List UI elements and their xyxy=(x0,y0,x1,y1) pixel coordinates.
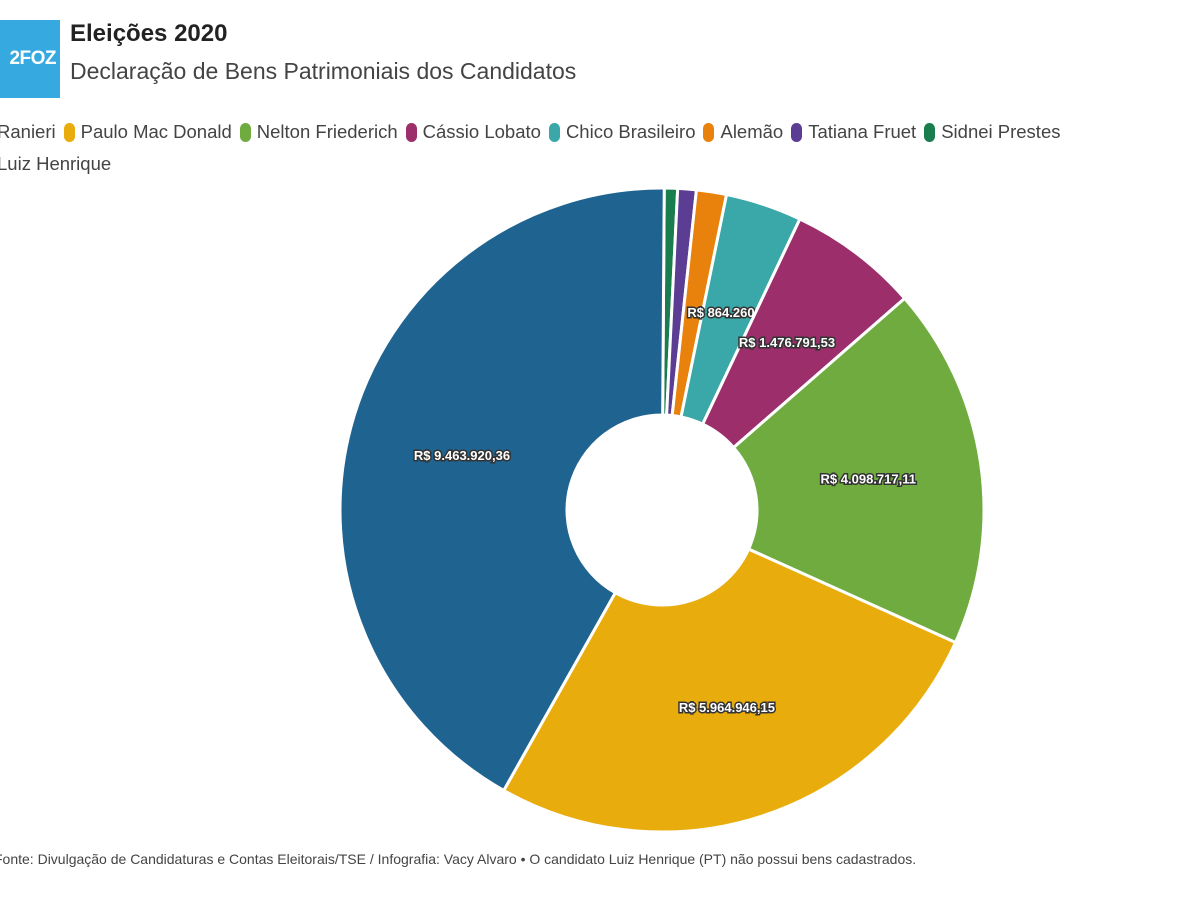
chart-subtitle: Declaração de Bens Patrimoniais dos Cand… xyxy=(70,58,577,84)
legend-item[interactable]: Cássio Lobato xyxy=(405,118,541,146)
data-label: R$ 1.476.791,53 xyxy=(739,335,835,350)
legend-swatch xyxy=(791,122,803,142)
chart-title: Eleições 2020 xyxy=(70,20,228,47)
legend-swatch xyxy=(548,122,560,142)
legend-item[interactable]: Sidnei Prestes xyxy=(924,118,1061,146)
legend-label: Cássio Lobato xyxy=(422,121,541,142)
slice-nelton-friederich[interactable] xyxy=(731,296,986,645)
legend-label: Paulo Mac Donald xyxy=(80,121,232,142)
legend-swatch xyxy=(239,122,251,142)
legend-item[interactable]: Nelton Friederich xyxy=(239,118,398,146)
slice-ranieri[interactable] xyxy=(338,186,666,793)
legend-item[interactable]: Paulo Mac Donald xyxy=(63,118,232,146)
legend-item[interactable]: Ranieri xyxy=(0,118,56,146)
data-label: R$ 5.964.946,15 xyxy=(679,700,775,715)
legend-swatch xyxy=(405,122,417,142)
legend-item[interactable]: Tatiana Fruet xyxy=(791,118,916,146)
legend-item[interactable]: Luiz Henrique xyxy=(0,150,111,178)
footer-source: Fonte: Divulgação de Candidaturas e Cont… xyxy=(0,851,917,867)
legend-label: Tatiana Fruet xyxy=(808,121,917,142)
legend-label: Chico Brasileiro xyxy=(565,121,696,142)
data-label: R$ 9.463.920,36 xyxy=(414,448,510,463)
legend-swatch xyxy=(924,122,936,142)
slice-paulo-mac-donald[interactable] xyxy=(501,547,958,834)
legend-item[interactable]: Alemão xyxy=(703,118,783,146)
legend-label: Alemão xyxy=(720,121,784,142)
legend-label: Luiz Henrique xyxy=(0,152,112,174)
legend: Ranieri Paulo Mac Donald Nelton Friederich… xyxy=(0,118,1195,181)
legend-label: Ranieri xyxy=(0,121,56,142)
legend-item[interactable]: Chico Brasileiro xyxy=(548,118,696,146)
logo-text: 2FOZ xyxy=(9,48,56,69)
data-label: R$ 4.098.717,11 xyxy=(821,472,916,487)
legend-swatch xyxy=(703,122,715,142)
legend-label: Nelton Friederich xyxy=(256,121,398,142)
logo: 2FOZ xyxy=(0,20,60,98)
legend-swatch xyxy=(63,122,75,142)
legend-label: Sidnei Prestes xyxy=(941,121,1061,142)
